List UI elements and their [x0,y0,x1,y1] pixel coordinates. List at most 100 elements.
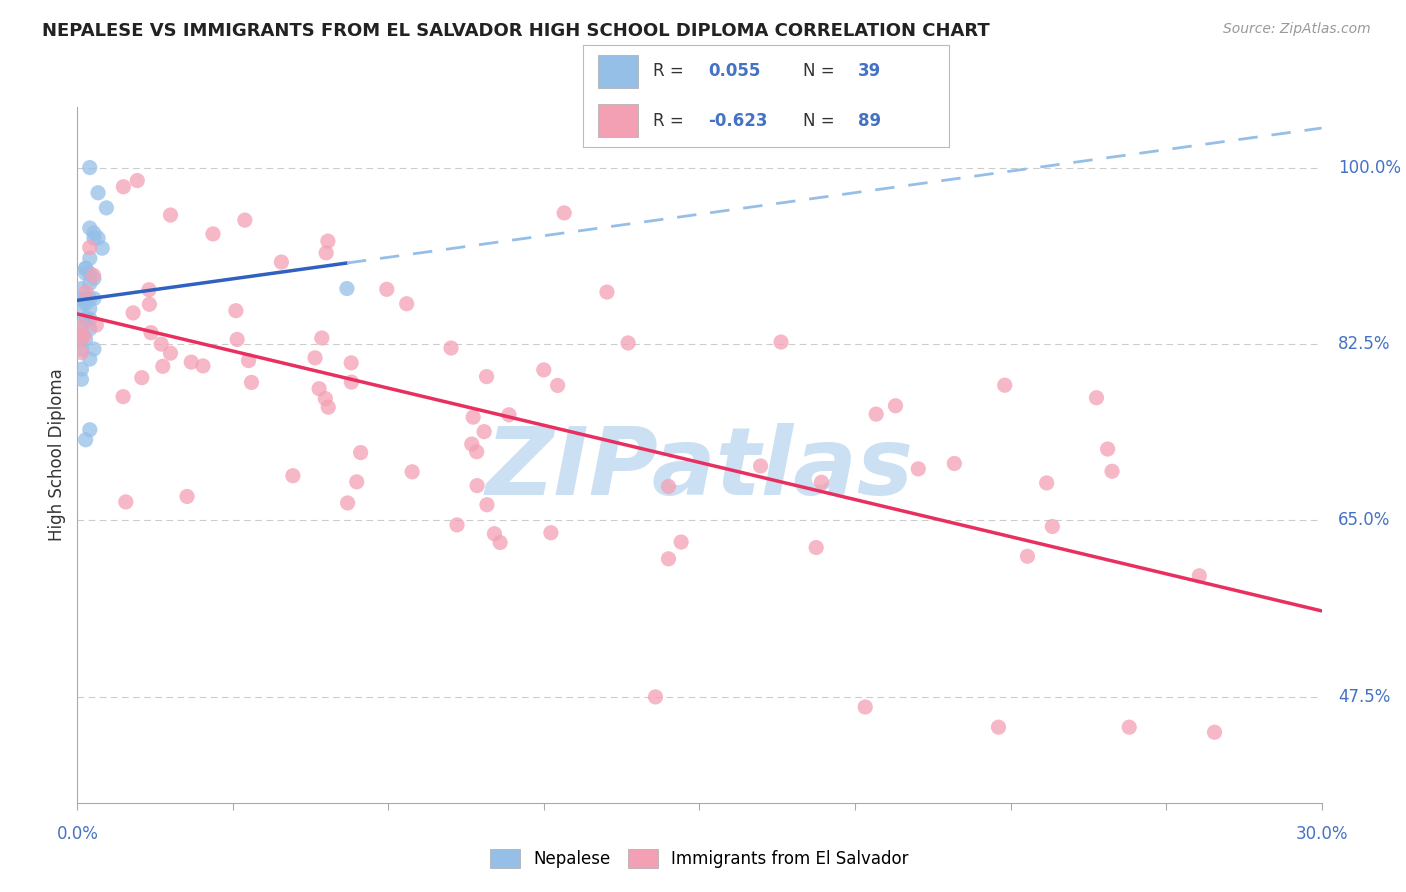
Point [533,363,555,377]
Point [853,700,876,714]
Point [346,475,368,489]
Point [340,375,363,389]
Point [83,231,105,245]
Text: -0.623: -0.623 [707,112,768,129]
Point [810,475,832,490]
Text: Source: ZipAtlas.com: Source: ZipAtlas.com [1223,22,1371,37]
Point [657,479,679,493]
Text: R =: R = [652,62,689,80]
Point [70,372,93,386]
Point [446,517,468,532]
Point [79,311,101,326]
Point [87,186,110,200]
Point [440,341,463,355]
Point [83,271,105,285]
Point [83,292,105,306]
Text: 30.0%: 30.0% [1295,825,1348,843]
Point [749,458,772,473]
Point [79,240,101,254]
Point [87,231,110,245]
Point [1097,442,1119,456]
Text: 0.055: 0.055 [707,62,761,80]
Text: 82.5%: 82.5% [1339,335,1391,353]
Point [315,245,337,260]
Point [316,400,339,414]
Point [401,465,423,479]
Text: 89: 89 [858,112,880,129]
Point [311,331,333,345]
Point [308,382,330,396]
Point [152,359,174,374]
Point [336,281,359,295]
Point [86,318,108,332]
Point [1204,725,1226,739]
Point [138,297,160,311]
Point [540,525,562,540]
Point [472,425,495,439]
Point [461,437,484,451]
Point [553,206,575,220]
Point [1118,720,1140,734]
Point [70,345,93,359]
Point [139,326,162,340]
Point [70,292,93,306]
Point [79,301,101,316]
Point [73,328,96,343]
Point [75,261,97,276]
Legend: Nepalese, Immigrants from El Salvador: Nepalese, Immigrants from El Salvador [484,842,915,874]
Point [644,690,666,704]
Point [75,285,97,299]
Point [70,332,93,346]
Point [83,268,105,283]
Point [70,318,93,333]
Text: 0.0%: 0.0% [56,825,98,843]
Point [1035,475,1057,490]
Point [201,227,224,241]
Point [465,444,488,458]
Point [238,353,260,368]
Point [226,333,249,347]
Point [375,282,398,296]
Point [281,468,304,483]
Point [70,342,93,356]
Point [233,213,256,227]
Text: ZIPatlas: ZIPatlas [485,423,914,515]
Text: N =: N = [803,62,839,80]
Point [395,297,418,311]
Point [884,399,907,413]
Point [270,255,292,269]
Point [75,292,97,306]
Point [75,292,97,306]
Point [75,332,97,346]
Text: 100.0%: 100.0% [1339,159,1402,177]
Text: N =: N = [803,112,839,129]
Point [79,322,101,336]
Point [657,551,679,566]
Point [596,285,619,299]
Point [79,252,101,266]
Point [83,226,105,240]
Point [475,498,498,512]
Point [1188,569,1211,583]
Point [75,311,97,326]
Point [91,241,114,255]
Point [865,407,887,421]
Point [79,423,101,437]
Point [75,296,97,310]
Point [79,292,101,306]
Text: NEPALESE VS IMMIGRANTS FROM EL SALVADOR HIGH SCHOOL DIPLOMA CORRELATION CHART: NEPALESE VS IMMIGRANTS FROM EL SALVADOR … [42,22,990,40]
Point [75,433,97,447]
Point [112,390,135,404]
Point [994,378,1017,392]
FancyBboxPatch shape [598,104,638,137]
Point [225,303,247,318]
Point [83,342,105,356]
Point [498,408,520,422]
Point [340,356,363,370]
Point [1017,549,1039,564]
Point [907,462,929,476]
Point [350,445,373,459]
Point [1085,391,1108,405]
Point [316,234,339,248]
Point [150,337,173,351]
